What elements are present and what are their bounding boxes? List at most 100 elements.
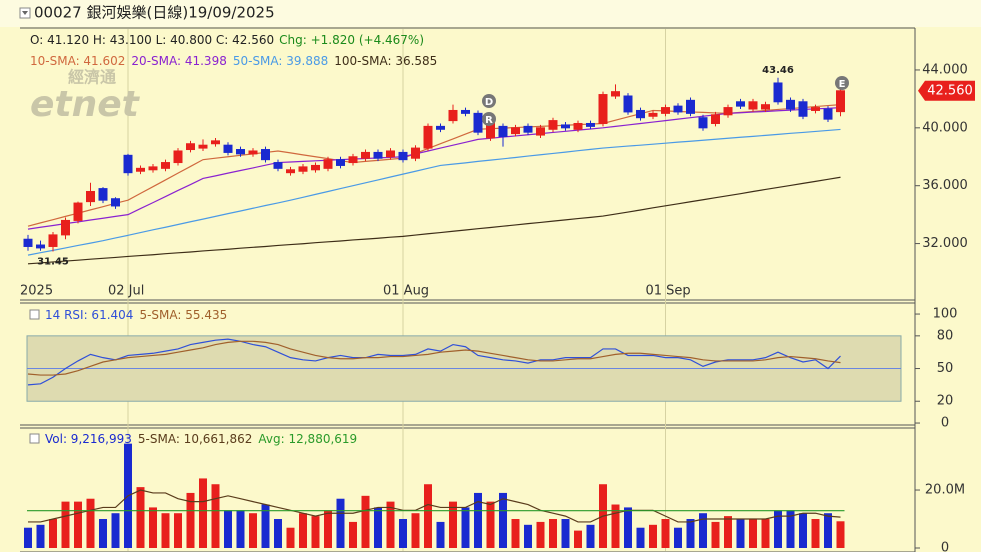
volume-bar bbox=[149, 507, 157, 548]
candle-body bbox=[48, 234, 58, 247]
volume-bar bbox=[174, 513, 182, 548]
volume-bar bbox=[811, 519, 820, 548]
series-line bbox=[27, 176, 841, 265]
series-line bbox=[27, 340, 841, 376]
candle-body bbox=[198, 144, 208, 149]
volume-bar bbox=[449, 501, 457, 548]
candle-body bbox=[248, 150, 258, 155]
volume-bar bbox=[311, 516, 320, 548]
high-label: 43.46 bbox=[762, 65, 794, 76]
volume-bar bbox=[399, 519, 407, 548]
candle-body bbox=[236, 149, 245, 155]
legend-entry: 14 RSI: 61.404 bbox=[45, 308, 133, 322]
candle-body bbox=[61, 219, 70, 236]
volume-bar bbox=[824, 513, 832, 548]
candle-body bbox=[648, 112, 658, 117]
watermark: 經濟通 bbox=[68, 68, 116, 87]
candle-body bbox=[511, 127, 520, 135]
y-tick-label: 40.000 bbox=[922, 120, 968, 135]
candle-body bbox=[686, 99, 695, 114]
volume-bar bbox=[511, 519, 520, 548]
legend-entry: Vol: 9,216,993 bbox=[45, 432, 132, 446]
legend-entry: Avg: 12,880,619 bbox=[258, 432, 357, 446]
event-label: E bbox=[839, 79, 846, 90]
volume-bar bbox=[486, 501, 495, 548]
volume-bar bbox=[199, 478, 207, 548]
legend-icon bbox=[29, 309, 40, 320]
candle-body bbox=[598, 94, 608, 124]
volume-bar bbox=[711, 521, 720, 548]
volume-bar bbox=[424, 484, 432, 548]
volume-bar bbox=[624, 507, 632, 548]
volume-bar bbox=[736, 519, 745, 548]
candle-body bbox=[398, 151, 408, 161]
y-tick-label: 100 bbox=[933, 307, 958, 322]
candle-body bbox=[98, 188, 108, 201]
price-tag-label: 42.560 bbox=[927, 83, 973, 98]
volume-bar bbox=[299, 513, 307, 548]
event-marker bbox=[482, 94, 496, 108]
y-tick-label: 80 bbox=[937, 328, 954, 343]
candle-body bbox=[286, 169, 295, 174]
volume-bar bbox=[499, 492, 507, 548]
y-tick-label: 44.000 bbox=[922, 62, 968, 77]
series-line bbox=[27, 338, 841, 386]
candle-body bbox=[423, 125, 433, 149]
candle-body bbox=[161, 162, 170, 169]
volume-bar bbox=[436, 521, 445, 548]
candle-body bbox=[586, 122, 595, 127]
volume-bar bbox=[536, 521, 545, 548]
candle-body bbox=[411, 147, 420, 159]
volume-bar bbox=[686, 519, 695, 548]
volume-bar bbox=[99, 519, 107, 548]
legend-entry: 20-SMA: 41.398 bbox=[131, 54, 226, 68]
candle-body bbox=[473, 112, 483, 133]
volume-bar bbox=[661, 519, 670, 548]
candle-body bbox=[636, 109, 645, 119]
candle-body bbox=[498, 125, 508, 138]
volume-bar bbox=[549, 519, 557, 548]
candle-body bbox=[748, 101, 758, 110]
legend-entry: 5-SMA: 55.435 bbox=[139, 308, 227, 322]
volume-bar bbox=[336, 498, 345, 548]
candle-body bbox=[123, 154, 133, 174]
volume-bar bbox=[761, 519, 770, 548]
candle-body bbox=[373, 151, 383, 159]
candle-body bbox=[523, 125, 533, 133]
series-line bbox=[27, 128, 841, 256]
candle-body bbox=[36, 244, 45, 249]
x-tick-label: 01 Aug bbox=[383, 284, 429, 299]
candle-body bbox=[623, 95, 633, 113]
candle-body bbox=[711, 114, 720, 124]
volume-bar bbox=[649, 524, 657, 548]
candle-body bbox=[773, 82, 783, 103]
candle-body bbox=[186, 143, 195, 151]
candle-body bbox=[336, 159, 345, 166]
volume-bar bbox=[724, 516, 732, 548]
candle-body bbox=[448, 109, 458, 122]
event-label: R bbox=[485, 115, 493, 126]
candle-body bbox=[673, 105, 683, 113]
candle-body bbox=[311, 164, 320, 171]
candle-body bbox=[386, 150, 395, 158]
candle-body bbox=[348, 156, 358, 164]
volume-bar bbox=[236, 510, 245, 548]
candle-body bbox=[111, 198, 120, 207]
x-tick-label: 01 Sep bbox=[646, 284, 691, 299]
chart-title: 00027 銀河娛樂(日線)19/09/2025 bbox=[34, 4, 275, 22]
header-bar bbox=[0, 0, 981, 27]
low-label: 31.45 bbox=[37, 257, 69, 268]
volume-bar bbox=[286, 527, 295, 548]
candle-body bbox=[461, 109, 470, 114]
candle-body bbox=[798, 101, 808, 117]
legend: 10-SMA: 41.602 20-SMA: 41.398 50-SMA: 39.8… bbox=[30, 54, 437, 68]
x-tick-label: 02 Jul bbox=[108, 284, 144, 299]
event-marker bbox=[482, 112, 496, 126]
candle-body bbox=[811, 107, 820, 111]
candle-body bbox=[823, 108, 833, 120]
y-tick-label: 36.000 bbox=[922, 178, 968, 193]
volume-bar bbox=[261, 504, 270, 548]
y-tick-label: 0 bbox=[941, 541, 949, 552]
collapse-arrow bbox=[22, 11, 28, 15]
legend-entry: 100-SMA: 36.585 bbox=[334, 54, 437, 68]
